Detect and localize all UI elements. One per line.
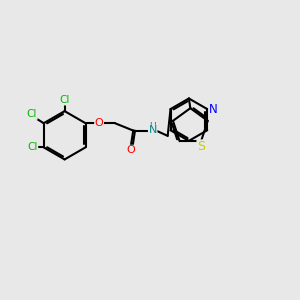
Text: Cl: Cl bbox=[27, 142, 38, 152]
Text: O: O bbox=[95, 118, 103, 128]
Text: S: S bbox=[197, 140, 205, 153]
Text: Cl: Cl bbox=[27, 110, 37, 119]
Text: N: N bbox=[148, 125, 157, 135]
Text: N: N bbox=[209, 103, 218, 116]
Text: H: H bbox=[149, 122, 156, 131]
Text: Cl: Cl bbox=[59, 95, 70, 105]
Text: O: O bbox=[127, 145, 135, 155]
